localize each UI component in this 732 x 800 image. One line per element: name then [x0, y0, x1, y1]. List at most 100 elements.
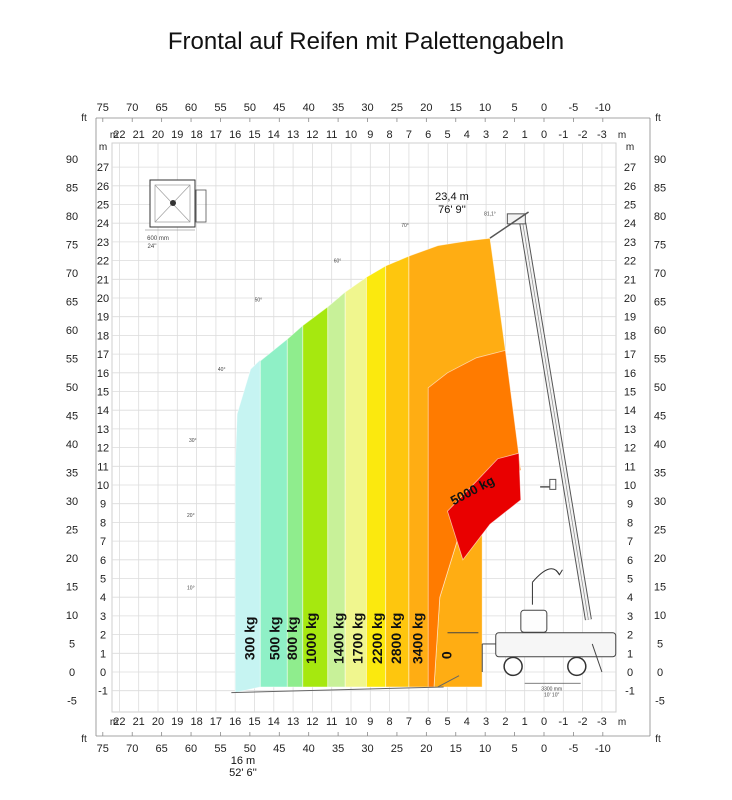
y-tick-m-left: 24: [97, 218, 109, 230]
x-tick-ft-bottom: 15: [450, 743, 462, 755]
y-tick-m-left: 3: [100, 611, 106, 623]
x-tick-m-bottom: 12: [306, 716, 318, 728]
y-tick-m-left: 14: [97, 405, 109, 417]
y-tick-ft-right: 65: [654, 297, 666, 309]
x-tick-m-bottom: 2: [502, 716, 508, 728]
x-tick-ft-bottom: -5: [569, 743, 579, 755]
ground-step: [437, 675, 460, 688]
x-tick-ft-bottom: 65: [156, 743, 168, 755]
x-tick-ft-bottom: 25: [391, 743, 403, 755]
y-tick-m-right: 9: [627, 499, 633, 511]
x-tick-ft-top: 0: [541, 102, 547, 114]
x-unit-ft-top-left: ft: [81, 113, 87, 124]
x-tick-m-bottom: 7: [406, 716, 412, 728]
wheel-front: [503, 656, 523, 677]
rotation-arrowhead: [556, 569, 563, 576]
cab: [520, 609, 548, 633]
x-tick-m-bottom: -3: [597, 716, 607, 728]
y-tick-ft-left: 15: [66, 582, 78, 594]
y-tick-m-right: 24: [624, 218, 636, 230]
y-tick-m-right: 3: [627, 611, 633, 623]
x-tick-m-top: 22: [113, 129, 125, 141]
y-tick-ft-right: 30: [654, 496, 666, 508]
y-tick-m-left: 22: [97, 256, 109, 268]
x-tick-m-bottom: 14: [268, 716, 280, 728]
y-tick-ft-left: 50: [66, 382, 78, 394]
x-tick-m-bottom: 1: [522, 716, 528, 728]
zone-label: 1400 kg: [330, 613, 346, 664]
y-tick-m-left: 9: [100, 499, 106, 511]
x-tick-ft-top: 35: [332, 102, 344, 114]
chart-title: Frontal auf Reifen mit Palettengabeln: [167, 28, 565, 55]
x-tick-m-top: 5: [444, 129, 450, 141]
angle-label: 20°: [187, 513, 195, 519]
y-tick-m-left: 6: [100, 555, 106, 567]
y-tick-m-left: 15: [97, 387, 109, 399]
y-tick-m-right: 22: [624, 256, 636, 268]
y-tick-m-left: 25: [97, 200, 109, 212]
y-tick-ft-left: 5: [69, 639, 75, 651]
y-tick-ft-left: 30: [66, 496, 78, 508]
x-tick-ft-bottom: 35: [332, 743, 344, 755]
x-tick-m-top: 13: [287, 129, 299, 141]
fork-top: [489, 211, 529, 239]
chassis: [495, 632, 617, 658]
x-tick-m-bottom: 4: [464, 716, 470, 728]
angle-label: 40°: [218, 367, 226, 373]
x-tick-m-bottom: 5: [444, 716, 450, 728]
y-tick-m-right: 21: [624, 274, 636, 286]
y-tick-m-left: 26: [97, 181, 109, 193]
x-tick-m-top: 3: [483, 129, 489, 141]
y-tick-ft-right: 20: [654, 553, 666, 565]
y-tick-ft-left: 10: [66, 610, 78, 622]
x-tick-ft-top: -5: [569, 102, 579, 114]
x-tick-m-bottom: -1: [558, 716, 568, 728]
y-tick-m-left: 13: [97, 424, 109, 436]
y-tick-ft-right: -5: [655, 695, 665, 707]
y-tick-m-left: 23: [97, 237, 109, 249]
x-unit-m-bottom-right: m: [618, 717, 626, 728]
y-tick-m-left: 21: [97, 274, 109, 286]
inset-mm: 600 mm: [147, 236, 169, 242]
x-tick-m-top: 21: [133, 129, 145, 141]
y-tick-m-right: 14: [624, 405, 636, 417]
x-tick-ft-bottom: 10: [479, 743, 491, 755]
y-tick-ft-left: 55: [66, 354, 78, 366]
angle-label: 10°: [187, 586, 195, 592]
y-tick-m-left: 11: [97, 461, 108, 473]
x-tick-m-top: 14: [268, 129, 280, 141]
plot-frame: [111, 142, 617, 713]
y-tick-m-right: 25: [624, 200, 636, 212]
y-tick-ft-right: 45: [654, 411, 666, 423]
y-tick-m-right: 11: [624, 461, 635, 473]
max-reach-ft: 52' 6'': [229, 767, 257, 779]
x-tick-m-top: 7: [406, 129, 412, 141]
y-tick-m-right: 13: [624, 424, 636, 436]
x-tick-ft-top: 20: [420, 102, 432, 114]
y-tick-m-left: 18: [97, 330, 109, 342]
ground-line: [231, 686, 444, 694]
x-tick-m-top: 2: [502, 129, 508, 141]
x-tick-m-top: -1: [558, 129, 568, 141]
zone-label: 800 kg: [284, 617, 300, 661]
fork-mid-head: [549, 478, 557, 490]
y-tick-ft-right: 35: [654, 468, 666, 480]
zone-label: 1000 kg: [303, 613, 319, 664]
x-tick-ft-bottom: 60: [185, 743, 197, 755]
x-tick-m-top: 18: [190, 129, 202, 141]
y-tick-ft-left: 0: [69, 667, 75, 679]
y-tick-ft-left: 70: [66, 268, 78, 280]
y-tick-m-right: 6: [627, 555, 633, 567]
x-tick-ft-top: 10: [479, 102, 491, 114]
outrigger-rear: [591, 643, 603, 673]
zone-label: 300 kg: [242, 617, 258, 661]
y-tick-m-left: 17: [97, 349, 109, 361]
angle-label: 60°: [334, 258, 342, 264]
x-tick-m-bottom: 17: [210, 716, 222, 728]
y-tick-m-right: 7: [627, 536, 633, 548]
y-tick-m-left: 8: [100, 517, 106, 529]
rotation-arrow: [532, 568, 560, 583]
wheel-rear: [567, 656, 587, 677]
y-tick-m-left: 1: [100, 648, 106, 660]
angle-label: 70°: [401, 223, 409, 229]
